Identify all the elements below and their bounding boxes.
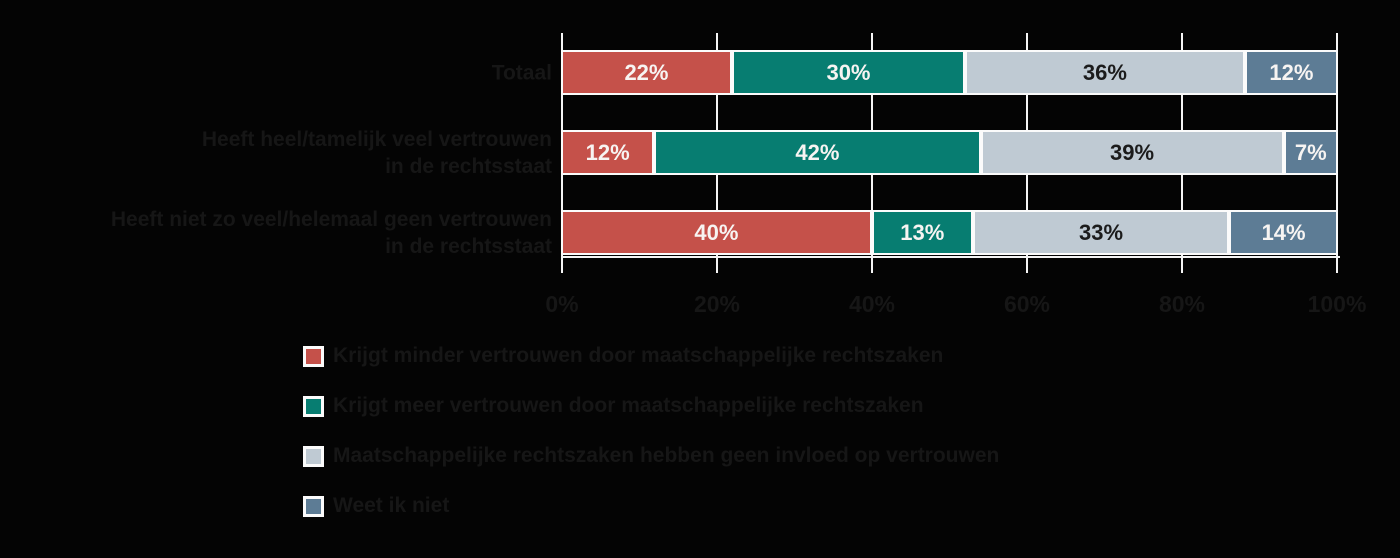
bar-value-label: 12% [1269, 59, 1314, 85]
axis-tick-label: 80% [1158, 291, 1206, 317]
category-label: Heeft niet zo veel/helemaal geen vertrou… [110, 207, 552, 258]
category-label: Totaal [491, 61, 552, 84]
bar-segment: 13% [871, 210, 973, 255]
bar-value-label: 42% [795, 139, 840, 165]
legend-label: Krijgt minder vertrouwen door maatschapp… [333, 344, 944, 367]
legend-swatch-icon [303, 445, 324, 467]
legend-swatch-icon [303, 345, 324, 367]
bar-value-label: 36% [1082, 59, 1127, 85]
axis-tick-label: 100% [1307, 291, 1367, 317]
bar-segment: 30% [731, 50, 966, 95]
legend-label: Krijgt meer vertrouwen door maatschappel… [333, 394, 924, 417]
axis-tick-label: 60% [1003, 291, 1051, 317]
bar-value-label: 33% [1078, 219, 1124, 245]
legend-item: Krijgt meer vertrouwen door maatschappel… [303, 394, 999, 417]
bar-segment: 33% [972, 210, 1230, 255]
legend-label: Maatschappelijke rechtszaken hebben geen… [333, 444, 1000, 467]
bar-value-label: 40% [694, 219, 739, 245]
bar-segment: 40% [561, 210, 872, 255]
bar-value-label: 12% [585, 139, 630, 165]
axis-tick [716, 258, 718, 273]
bar-segment: 12% [561, 130, 655, 175]
axis-tick-label: 20% [693, 291, 741, 317]
plot-area: 22% 30% 36% 12% 12% 42% 39% 7% 40% 13% 33% 14% [561, 33, 1338, 258]
legend-swatch-icon [303, 495, 324, 517]
axis-tick [1026, 258, 1028, 273]
legend-item: Krijgt minder vertrouwen door maatschapp… [303, 344, 999, 367]
bar-row: 22% 30% 36% 12% [561, 50, 1338, 95]
axis-tick [1336, 258, 1338, 273]
bar-row: 12% 42% 39% 7% [561, 130, 1338, 175]
category-label: Heeft heel/tamelijk veel vertrouwen in de… [201, 127, 552, 178]
bar-value-label: 14% [1261, 219, 1306, 245]
legend-item: Weet ik niet [303, 494, 999, 517]
axis-tick-label: 0% [545, 291, 579, 317]
legend-item: Maatschappelijke rechtszaken hebben geen… [303, 444, 1000, 467]
bar-segment: 39% [980, 130, 1284, 175]
axis-tick [561, 258, 563, 273]
bar-segment: 7% [1283, 130, 1338, 175]
bar-row: 40% 13% 33% 14% [561, 210, 1338, 255]
bar-segment: 36% [965, 50, 1245, 95]
axis-tick-label: 40% [848, 291, 896, 317]
legend: Krijgt minder vertrouwen door maatschapp… [303, 344, 1000, 545]
bar-segment: 22% [561, 50, 732, 95]
legend-label: Weet ik niet [333, 494, 450, 517]
bar-value-label: 13% [900, 219, 945, 245]
bar-value-label: 30% [826, 59, 871, 85]
axis-tick [1181, 258, 1183, 273]
bar-segment: 12% [1244, 50, 1338, 95]
bar-value-label: 7% [1294, 139, 1327, 165]
bar-segment: 42% [654, 130, 981, 175]
axis-tick [871, 258, 873, 273]
bar-segment: 14% [1229, 210, 1338, 255]
bar-value-label: 39% [1110, 139, 1155, 165]
legend-swatch-icon [303, 395, 324, 417]
bar-value-label: 22% [624, 59, 669, 85]
x-axis-line [561, 256, 1340, 258]
